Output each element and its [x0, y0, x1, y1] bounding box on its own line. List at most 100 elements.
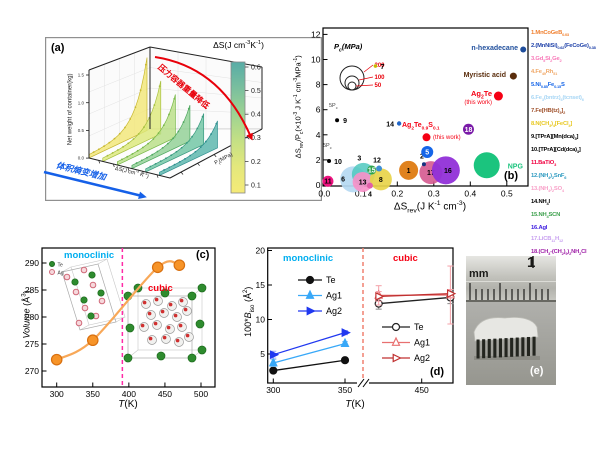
panel-c-volume-chart: 300 350 400 450 500 270 275 280 285 290 Te Ag [25, 247, 216, 399]
tick-label: 5 [260, 349, 265, 359]
tick-label: 12 [311, 29, 321, 39]
sample-tooth [526, 336, 530, 356]
te-atom-cubic [123, 353, 133, 363]
bubble-7 [373, 64, 378, 68]
bubble-label-15: 15 [368, 167, 376, 174]
legend-item-13: 13.(NH4)2SO4 [531, 186, 564, 194]
bubble-label-17: 17 [427, 170, 435, 177]
curtain-marker [118, 132, 121, 135]
atom-legend-dot [49, 261, 55, 267]
curtain-marker [178, 160, 181, 163]
curtain-marker [157, 132, 160, 134]
legend-label-ag1-cubic: Ag1 [414, 338, 430, 348]
bubble-label-10: 10 [334, 159, 342, 166]
ruler-highlight [466, 281, 556, 282]
sample-tooth [482, 339, 486, 359]
annotation-ag2te09s01-thiswork: (this work) [433, 135, 461, 141]
tick-label: 0.6 [251, 64, 261, 71]
bubble-label-18: 18 [465, 127, 473, 134]
tick-label: 285 [25, 285, 39, 295]
curtain-marker [204, 140, 207, 143]
legend-label-ag2-cubic: Ag2 [414, 353, 430, 363]
b-x-axis-label: ΔSrev(J K-1 cm-3) [393, 200, 467, 215]
curtain-marker [194, 150, 197, 153]
curtain-marker [108, 141, 111, 144]
tick-label: 0.1 [251, 182, 261, 189]
tick-label: 1.0 [78, 100, 85, 105]
curtain-marker [135, 162, 138, 164]
bubble-label-9: 9 [343, 118, 347, 125]
legend-marker-ag1 [305, 289, 315, 299]
bubble-4 [366, 182, 373, 189]
curtain-marker [184, 157, 186, 160]
ag-atom-cubic [139, 322, 149, 332]
b-y-axis-label: ΔSrev/Pc(×10-3 J K-1 cm-3MPa-1) [293, 55, 306, 159]
sample-tooth [521, 337, 525, 357]
curtain-marker [143, 126, 145, 129]
legend-item-8: 8.N(CH3)4[FeCl4] [531, 121, 573, 129]
bubble-9 [335, 118, 340, 123]
ag-atom-cubic [184, 332, 194, 342]
tick-label: 0.0 [318, 189, 330, 199]
ag-atom-occupancy [178, 323, 183, 328]
legend-label-te-cubic: Te [414, 322, 424, 332]
panel-c-label: (c) [196, 249, 210, 261]
ag-atom [80, 266, 88, 274]
curtain-marker [161, 146, 164, 149]
curtain-marker [153, 104, 156, 106]
break-slash [362, 378, 370, 388]
bubble-label-13: 13 [359, 179, 367, 186]
mono-cell-edge [115, 316, 126, 323]
plot-frame [267, 247, 454, 384]
curtain-marker [154, 162, 157, 165]
tick-label: 0.5 [78, 128, 85, 133]
sample-shadow [474, 356, 540, 360]
sample-tooth [504, 338, 508, 358]
point-n-hexadecane [520, 46, 527, 53]
sample-tooth [515, 337, 519, 357]
plot-frame [41, 247, 216, 388]
curtain-marker [168, 113, 170, 116]
annotation-ag2te09s01: Ag2Te0.9S0.1 [402, 122, 440, 132]
tick-label: 0.2 [251, 159, 261, 166]
bubble-label-11: 11 [324, 179, 332, 186]
te-atom [97, 289, 105, 297]
panel-b-label: (b) [504, 170, 519, 182]
te-atom-cubic [187, 353, 197, 363]
d-y-axis-label: 100*Biso (Å2) [242, 286, 257, 337]
legend-item-3: 3.Gd5Si2Ge2 [531, 56, 562, 64]
curtain-marker [159, 160, 162, 163]
te-atom-cubic [197, 283, 207, 293]
curtain-marker [122, 145, 124, 148]
bubble-1 [399, 160, 419, 180]
curtain-marker [180, 146, 183, 149]
bubble-label-5: 5 [425, 149, 429, 156]
ds-tick [156, 174, 159, 178]
bubble-label-2: 2 [420, 153, 424, 160]
te-atom-cubic [195, 319, 205, 329]
bubble-label-12: 12 [373, 158, 381, 165]
ag-atom-cubic [165, 324, 175, 334]
tick-label: 0.1 [355, 189, 367, 199]
ds-axis [88, 157, 171, 179]
pressure-arrow [154, 56, 251, 136]
curtain-marker [196, 127, 199, 130]
te-atom [71, 278, 79, 286]
mono-cell-edge [79, 324, 90, 331]
curtain-marker [158, 85, 161, 88]
p-tick [197, 163, 200, 166]
point-myristic-acid [509, 72, 517, 80]
curtain-marker [182, 121, 185, 123]
top-left-edge [88, 46, 151, 71]
ag-atom-cubic [153, 296, 163, 306]
cubic-cell-back [137, 287, 203, 351]
curtain-marker [162, 124, 165, 127]
legend-label-ag1: Ag1 [326, 291, 342, 301]
bubble-label-6: 6 [341, 176, 345, 183]
legend-item-1: 1.MnCoGeB0.03 [531, 30, 569, 38]
te-atom-cubic [187, 291, 197, 301]
bubble-8 [369, 168, 392, 191]
bubble-label-NPG: NPG [508, 163, 524, 170]
